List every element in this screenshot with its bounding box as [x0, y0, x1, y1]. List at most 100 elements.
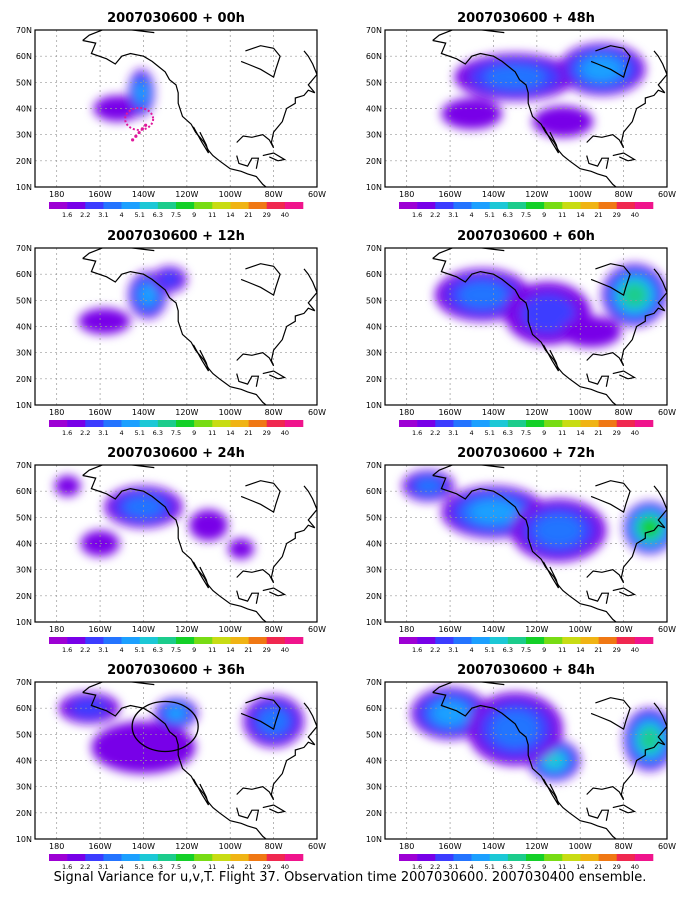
variance-contour — [54, 475, 81, 497]
colorbar-swatch — [616, 637, 636, 644]
colorbar-label: 11 — [558, 429, 566, 437]
x-tick-label: 160W — [88, 625, 111, 634]
colorbar-label: 40 — [631, 211, 639, 219]
colorbar-swatch — [453, 854, 472, 861]
colorbar-swatch — [562, 202, 581, 209]
colorbar-label: 2.2 — [80, 429, 90, 437]
colorbar-swatch — [194, 202, 213, 209]
x-tick-label: 140W — [132, 190, 155, 199]
colorbar-swatch — [471, 420, 491, 427]
colorbar-swatch — [507, 854, 527, 861]
colorbar-label: 29 — [263, 211, 271, 219]
x-tick-label: 120W — [175, 625, 198, 634]
y-tick-label: 30N — [366, 131, 382, 140]
colorbar-label: 11 — [208, 863, 216, 871]
coastline — [303, 702, 317, 746]
x-tick-label: 180 — [399, 408, 414, 417]
coastline — [82, 39, 268, 187]
y-tick-label: 50N — [366, 513, 382, 522]
coastline — [612, 804, 637, 814]
coastline — [590, 45, 631, 79]
observation-point — [137, 130, 141, 135]
colorbar-swatch — [544, 202, 563, 209]
colorbar-swatch — [212, 420, 231, 427]
colorbar-swatch — [580, 202, 599, 209]
observation-point — [134, 134, 138, 138]
colorbar-swatch — [103, 202, 122, 209]
colorbar-swatch — [139, 202, 159, 209]
map-frame — [384, 29, 668, 188]
coastlines — [82, 465, 317, 622]
colorbar-swatch — [284, 202, 304, 209]
colorbar-label: 14 — [226, 211, 234, 219]
colorbar-label: 21 — [594, 646, 602, 654]
colorbar-swatch — [634, 420, 654, 427]
colorbar-swatch — [417, 420, 436, 427]
colorbar-label: 5.1 — [485, 429, 495, 437]
y-tick-label: 60N — [16, 487, 32, 496]
colorbar-swatch — [562, 420, 581, 427]
colorbar-label: 40 — [631, 646, 639, 654]
y-tick-label: 10N — [366, 183, 382, 192]
colorbar-label: 4 — [120, 863, 124, 871]
variance-contour — [520, 293, 575, 334]
y-tick-label: 50N — [366, 296, 382, 305]
coastline — [586, 89, 666, 149]
colorbar-label: 5.1 — [135, 429, 145, 437]
gridlines — [35, 248, 317, 405]
colorbar-label: 14 — [576, 429, 584, 437]
colorbar-label: 9 — [542, 863, 546, 871]
x-tick-label: 180 — [399, 190, 414, 199]
colorbar-swatch — [157, 637, 177, 644]
coastline — [586, 524, 666, 584]
colorbar-label: 3.1 — [448, 646, 458, 654]
colorbar-swatch — [67, 420, 86, 427]
x-tick-label: 120W — [525, 408, 548, 417]
colorbar-swatch — [471, 202, 491, 209]
colorbar-swatch — [526, 202, 545, 209]
colorbar-label: 1.6 — [62, 863, 72, 871]
coastline — [432, 474, 618, 622]
x-tick-label: 180 — [49, 190, 64, 199]
colorbar-label: 2.2 — [80, 211, 90, 219]
colorbar-label: 29 — [263, 863, 271, 871]
colorbar-label: 7.5 — [171, 646, 181, 654]
colorbar-swatch — [417, 854, 436, 861]
colorbar-label: 7.5 — [171, 429, 181, 437]
colorbar-label: 21 — [594, 429, 602, 437]
colorbar-label: 1.6 — [412, 211, 422, 219]
y-tick-label: 50N — [366, 78, 382, 87]
colorbar-label: 9 — [542, 429, 546, 437]
colorbar-label: 40 — [281, 429, 289, 437]
y-tick-label: 10N — [366, 618, 382, 627]
colorbar-label: 7.5 — [171, 863, 181, 871]
colorbar-swatch — [139, 637, 159, 644]
gridlines — [385, 30, 667, 187]
colorbar-swatch — [230, 202, 249, 209]
colorbar-label: 40 — [281, 211, 289, 219]
x-tick-label: 180 — [49, 625, 64, 634]
colorbar-swatch — [489, 854, 509, 861]
x-tick-label: 100W — [569, 408, 592, 417]
colorbar-swatch — [471, 637, 491, 644]
x-tick-label: 80W — [615, 842, 633, 851]
coastline — [432, 248, 505, 259]
colorbar-label: 11 — [208, 211, 216, 219]
map-frame — [384, 464, 668, 623]
colorbar-label: 14 — [576, 646, 584, 654]
x-tick-label: 80W — [615, 408, 633, 417]
colorbar-swatch — [435, 637, 454, 644]
panel-title: 2007030600 + 60h — [457, 229, 595, 244]
x-tick-label: 120W — [175, 408, 198, 417]
y-tick-label: 40N — [366, 323, 382, 332]
x-tick-label: 100W — [219, 625, 242, 634]
coastline — [303, 50, 317, 94]
y-tick-label: 40N — [366, 105, 382, 114]
colorbar-swatch — [507, 637, 527, 644]
coastline — [432, 257, 618, 405]
coastline — [653, 702, 667, 746]
x-tick-label: 100W — [569, 625, 592, 634]
colorbar-label: 4 — [470, 429, 474, 437]
x-tick-label: 180 — [399, 842, 414, 851]
colorbar: 1.6 2.2 3.1 4 5.1 6.3 7.5 9 11 14 21 29 40 — [49, 202, 304, 219]
